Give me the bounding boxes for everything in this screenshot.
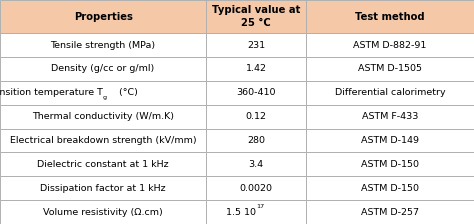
Bar — [0, 0, 206, 33]
Bar — [0, 57, 206, 81]
Text: 1.5 10: 1.5 10 — [226, 208, 256, 217]
Text: 3.4: 3.4 — [248, 160, 264, 169]
Bar — [306, 129, 474, 152]
Bar — [206, 129, 306, 152]
Bar — [0, 176, 206, 200]
Text: Properties: Properties — [73, 12, 133, 22]
Text: ASTM D-257: ASTM D-257 — [361, 208, 419, 217]
Bar — [206, 81, 306, 105]
Text: Glass transition temperature T: Glass transition temperature T — [0, 88, 103, 97]
Bar — [206, 57, 306, 81]
Bar — [306, 33, 474, 57]
Text: Dissipation factor at 1 kHz: Dissipation factor at 1 kHz — [40, 184, 166, 193]
Text: Differential calorimetry: Differential calorimetry — [335, 88, 445, 97]
Text: (°C): (°C) — [117, 88, 138, 97]
Text: Electrical breakdown strength (kV/mm): Electrical breakdown strength (kV/mm) — [10, 136, 196, 145]
Text: Volume resistivity (Ω.cm): Volume resistivity (Ω.cm) — [43, 208, 163, 217]
Bar — [206, 176, 306, 200]
Text: 1.42: 1.42 — [246, 65, 266, 73]
Text: ASTM D-1505: ASTM D-1505 — [358, 65, 422, 73]
Text: g: g — [103, 95, 107, 100]
Bar — [306, 200, 474, 224]
Text: ASTM D-882-91: ASTM D-882-91 — [353, 41, 427, 50]
Bar — [206, 0, 306, 33]
Text: 231: 231 — [247, 41, 265, 50]
Bar — [306, 152, 474, 176]
Text: ASTM F-433: ASTM F-433 — [362, 112, 418, 121]
Text: ASTM D-150: ASTM D-150 — [361, 160, 419, 169]
Bar — [306, 0, 474, 33]
Text: ASTM D-150: ASTM D-150 — [361, 184, 419, 193]
Text: 360-410: 360-410 — [236, 88, 276, 97]
Text: Tensile strength (MPa): Tensile strength (MPa) — [51, 41, 155, 50]
Bar — [306, 105, 474, 129]
Bar — [0, 129, 206, 152]
Bar — [206, 33, 306, 57]
Bar — [0, 81, 206, 105]
Bar — [306, 81, 474, 105]
Text: 280: 280 — [247, 136, 265, 145]
Text: 0.0020: 0.0020 — [239, 184, 273, 193]
Text: Test method: Test method — [355, 12, 425, 22]
Bar — [0, 152, 206, 176]
Bar — [306, 176, 474, 200]
Text: ASTM D-149: ASTM D-149 — [361, 136, 419, 145]
Bar — [0, 200, 206, 224]
Bar — [206, 200, 306, 224]
Bar — [0, 33, 206, 57]
Bar — [206, 105, 306, 129]
Bar — [0, 105, 206, 129]
Text: Thermal conductivity (W/m.K): Thermal conductivity (W/m.K) — [32, 112, 174, 121]
Bar — [306, 57, 474, 81]
Text: Typical value at
25 °C: Typical value at 25 °C — [212, 5, 300, 28]
Text: Dielectric constant at 1 kHz: Dielectric constant at 1 kHz — [37, 160, 169, 169]
Text: Density (g/cc or g/ml): Density (g/cc or g/ml) — [52, 65, 155, 73]
Text: 0.12: 0.12 — [246, 112, 266, 121]
Bar — [206, 152, 306, 176]
Text: 17: 17 — [256, 204, 264, 209]
